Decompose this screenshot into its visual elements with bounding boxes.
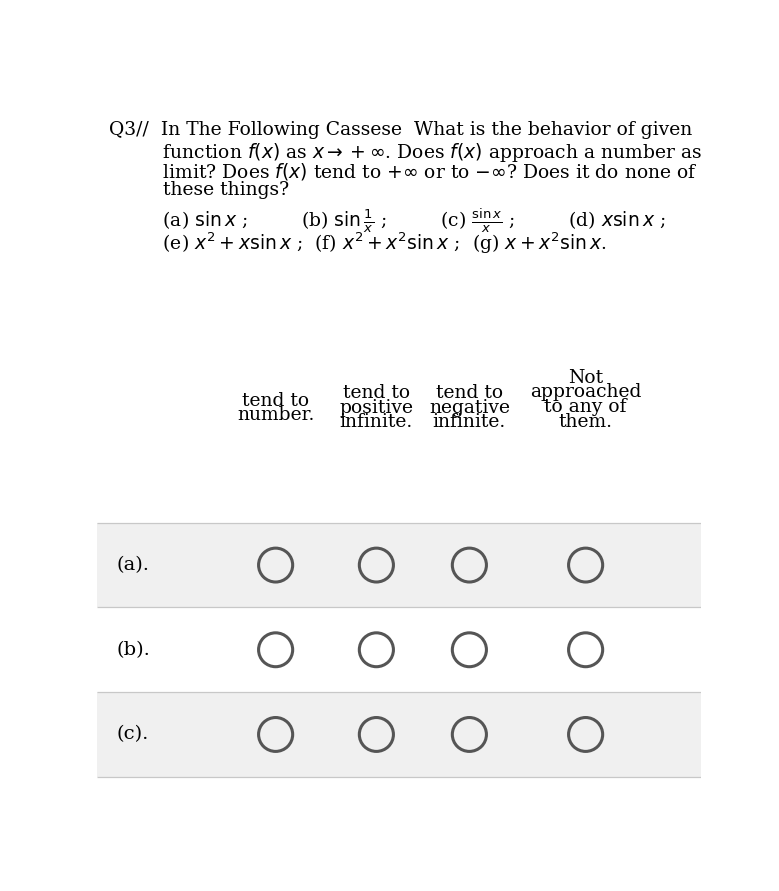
Text: tend to: tend to: [435, 384, 503, 402]
Text: Q3//  In The Following Cassese  What is the behavior of given: Q3// In The Following Cassese What is th…: [109, 121, 693, 139]
Text: to any of: to any of: [545, 398, 627, 416]
Text: tend to: tend to: [242, 392, 309, 410]
Text: number.: number.: [237, 406, 314, 424]
Text: (c).: (c).: [117, 725, 149, 743]
Text: them.: them.: [559, 413, 612, 430]
Bar: [97, 692, 701, 777]
Text: negative: negative: [429, 399, 510, 417]
Text: (a) $\sin x$ ;         (b) $\sin\frac{1}{x}$ ;         (c) $\frac{\sin x}{x}$ ; : (a) $\sin x$ ; (b) $\sin\frac{1}{x}$ ; (…: [109, 207, 665, 235]
Bar: [97, 523, 701, 608]
Text: Not: Not: [568, 369, 603, 387]
Text: (e) $x^2 + x\sin x$ ;  (f) $x^2 + x^2\sin x$ ;  (g) $x + x^2\sin x$.: (e) $x^2 + x\sin x$ ; (f) $x^2 + x^2\sin…: [109, 230, 607, 256]
Text: function $f(x)$ as $x \rightarrow +\infty$. Does $f(x)$ approach a number as: function $f(x)$ as $x \rightarrow +\inft…: [109, 141, 702, 164]
Bar: [97, 608, 701, 692]
Text: (a).: (a).: [117, 556, 150, 574]
Text: tend to: tend to: [343, 384, 410, 402]
Text: (b).: (b).: [117, 641, 150, 658]
Text: these things?: these things?: [109, 181, 289, 199]
Text: infinite.: infinite.: [433, 413, 506, 431]
Text: approached: approached: [530, 383, 641, 401]
Text: limit? Does $f(x)$ tend to $+\infty$ or to $-\infty$? Does it do none of: limit? Does $f(x)$ tend to $+\infty$ or …: [109, 160, 698, 182]
Text: positive: positive: [340, 399, 414, 417]
Text: infinite.: infinite.: [340, 413, 413, 431]
